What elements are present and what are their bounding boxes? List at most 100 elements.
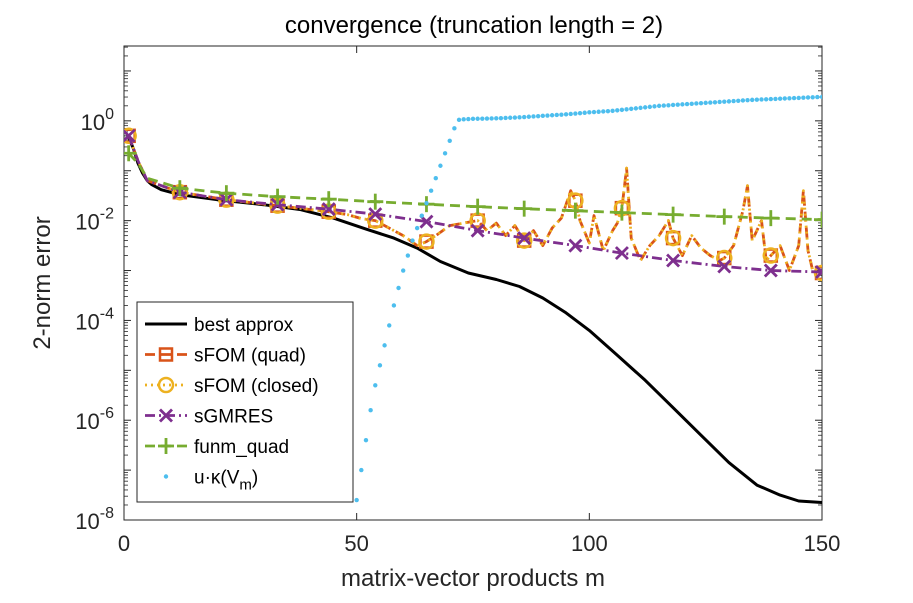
data-point <box>731 98 736 104</box>
data-point <box>438 163 443 168</box>
marker-stroke <box>717 259 732 274</box>
data-marker <box>664 229 682 247</box>
legend-marker <box>159 408 173 423</box>
data-point <box>801 95 806 100</box>
data-marker <box>666 253 681 268</box>
data-point <box>666 103 671 108</box>
data-point <box>684 101 690 107</box>
data-marker <box>515 232 533 249</box>
legend-label: sGMRES <box>194 407 273 428</box>
data-point <box>810 95 815 100</box>
data-marker <box>516 200 533 217</box>
data-point <box>782 96 787 101</box>
data-point <box>647 104 653 110</box>
data-point <box>661 103 666 108</box>
data-point <box>791 95 797 101</box>
data-point <box>670 102 676 108</box>
legend-box <box>136 301 354 503</box>
data-point <box>401 268 406 273</box>
data-point <box>512 115 518 120</box>
legend-label: sFOM (quad) <box>194 346 306 367</box>
data-marker <box>614 246 629 261</box>
data-marker <box>320 191 337 208</box>
legend-item: sGMRES <box>145 407 273 428</box>
data-point <box>540 113 545 119</box>
data-point <box>559 112 564 117</box>
x-tick-label: 150 <box>804 531 841 556</box>
data-point <box>452 126 457 131</box>
data-point <box>405 253 411 258</box>
data-point <box>517 115 522 120</box>
legend-marker <box>158 438 174 454</box>
data-marker <box>762 210 779 227</box>
data-point <box>591 109 597 115</box>
data-marker <box>269 188 286 205</box>
data-point <box>582 110 587 115</box>
data-point <box>633 106 639 111</box>
data-point <box>475 116 480 121</box>
data-point <box>750 97 755 103</box>
data-point <box>680 102 685 107</box>
legend-item: u·κ(Vm) <box>163 468 258 494</box>
x-tick-label: 50 <box>344 531 368 556</box>
marker-stroke <box>517 231 532 246</box>
data-point <box>419 213 425 218</box>
data-point <box>377 363 383 368</box>
data-point <box>587 110 592 115</box>
data-point <box>568 111 573 117</box>
data-point <box>554 112 559 118</box>
data-point <box>698 100 704 106</box>
data-marker <box>815 265 822 280</box>
data-point <box>745 97 750 103</box>
data-point <box>712 100 718 105</box>
data-marker <box>763 263 778 278</box>
data-point <box>675 102 680 107</box>
data-point <box>549 113 555 118</box>
data-point <box>456 117 462 123</box>
data-marker <box>469 198 486 215</box>
legend-item: funm_quad <box>145 437 289 458</box>
data-point <box>563 112 569 117</box>
y-tick-label: 10-2 <box>75 206 114 235</box>
data-point <box>573 111 578 116</box>
y-tick-label: 10-6 <box>75 405 114 434</box>
data-marker <box>665 206 682 223</box>
data-marker <box>124 127 137 145</box>
marker-stroke <box>614 246 629 261</box>
data-point <box>759 97 764 102</box>
data-marker <box>321 202 336 217</box>
data-marker <box>124 128 136 143</box>
x-tick-label: 0 <box>118 531 130 556</box>
data-point <box>629 106 634 112</box>
data-point <box>615 108 620 113</box>
data-point <box>787 96 792 101</box>
legend-marker <box>163 474 169 479</box>
data-point <box>545 113 550 118</box>
legend-item: best approx <box>145 315 294 336</box>
data-point <box>531 114 536 119</box>
data-point <box>717 99 722 105</box>
data-marker <box>368 207 383 222</box>
legend-item: sFOM (quad) <box>145 346 306 367</box>
data-point <box>354 497 359 503</box>
data-point <box>498 115 504 121</box>
data-point <box>363 437 369 443</box>
data-point <box>763 97 769 102</box>
marker-stroke <box>470 223 485 238</box>
data-point <box>642 105 648 110</box>
data-point <box>703 100 708 106</box>
legend-label: best approx <box>194 315 294 336</box>
data-point <box>484 116 490 121</box>
data-point <box>754 97 760 102</box>
data-point <box>601 109 606 114</box>
y-tick-label: 10-4 <box>75 305 114 334</box>
data-point <box>694 101 699 106</box>
y-axis-label: 2-norm error <box>29 216 56 349</box>
series-layer <box>124 94 822 504</box>
data-point <box>461 117 466 122</box>
marker-stroke <box>124 128 136 143</box>
data-point <box>819 94 822 100</box>
data-point <box>480 116 485 121</box>
series-line <box>127 137 822 504</box>
data-point <box>726 99 732 104</box>
